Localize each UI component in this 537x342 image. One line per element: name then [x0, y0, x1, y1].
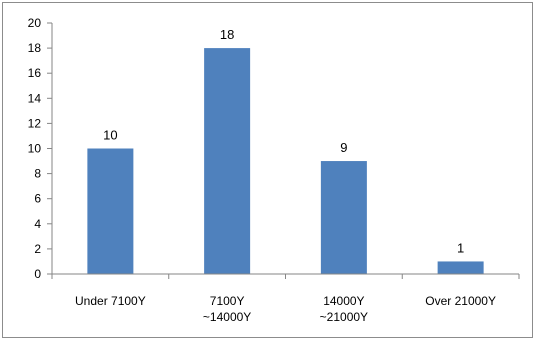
- y-tick-label: 10: [28, 142, 42, 156]
- y-axis-ticks: 0 2 4 6 8 10 12 14 16 18 20: [28, 16, 52, 281]
- data-label: 18: [220, 27, 234, 42]
- x-category-label: Over 21000Y: [425, 294, 496, 308]
- bars: [87, 48, 484, 274]
- bar: [437, 261, 484, 274]
- chart-frame: 0 2 4 6 8 10 12 14 16 18 20 10 18 9 1 Under 7100Y 7100…: [2, 2, 533, 338]
- x-category-label: ~21000Y: [320, 310, 368, 324]
- y-tick-label: 8: [34, 167, 41, 181]
- bar: [87, 148, 134, 274]
- y-tick-label: 16: [28, 66, 42, 80]
- y-tick-label: 6: [34, 192, 41, 206]
- x-category-label: ~14000Y: [203, 310, 251, 324]
- y-tick-label: 18: [28, 41, 42, 55]
- data-label: 1: [457, 240, 464, 255]
- x-category-label: 14000Y: [323, 294, 364, 308]
- data-label: 9: [340, 140, 347, 155]
- y-tick-label: 2: [34, 242, 41, 256]
- y-tick-label: 4: [34, 217, 41, 231]
- bar-chart: 0 2 4 6 8 10 12 14 16 18 20 10 18 9 1 Under 7100Y 7100…: [28, 16, 520, 324]
- data-labels: 10 18 9 1: [103, 27, 464, 255]
- bar: [204, 48, 251, 274]
- x-category-label: Under 7100Y: [75, 294, 146, 308]
- data-label: 10: [103, 128, 117, 143]
- y-tick-label: 12: [28, 116, 42, 130]
- y-tick-label: 0: [34, 267, 41, 281]
- x-category-label: 7100Y: [210, 294, 245, 308]
- y-tick-label: 20: [28, 16, 42, 30]
- y-tick-label: 14: [28, 91, 42, 105]
- bar: [320, 161, 367, 274]
- x-axis-categories: Under 7100Y 7100Y ~14000Y 14000Y ~21000Y Over…: [51, 274, 520, 324]
